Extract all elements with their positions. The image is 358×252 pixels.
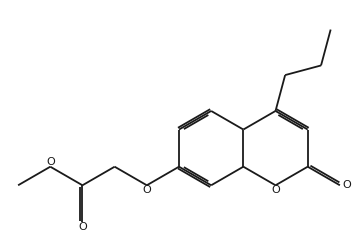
Text: O: O — [78, 223, 87, 232]
Text: O: O — [142, 185, 151, 195]
Text: O: O — [271, 185, 280, 195]
Text: O: O — [343, 180, 351, 190]
Text: O: O — [46, 157, 55, 167]
